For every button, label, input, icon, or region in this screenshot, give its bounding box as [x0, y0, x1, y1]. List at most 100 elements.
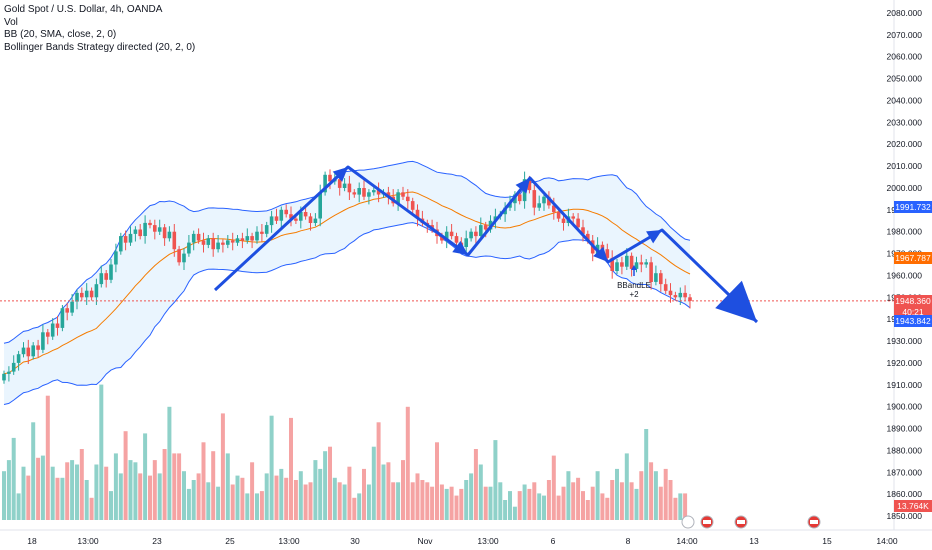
volume-bar [342, 484, 347, 520]
volume-bar [644, 429, 649, 520]
candle-body [157, 227, 162, 232]
candle-body [561, 218, 566, 223]
candle-body [269, 216, 274, 226]
price-tick-label: 2060.000 [887, 52, 923, 62]
candle-body [187, 242, 191, 254]
time-axis[interactable]: 18 13:00 23 25 13:00 30 Nov 13:00 6 8 14:00 13 15 14:… [0, 529, 932, 546]
candle-body [415, 209, 420, 219]
candle [133, 226, 138, 242]
candle-body [41, 332, 45, 350]
candle-body [46, 332, 50, 337]
volume-bar [65, 462, 70, 520]
candle-body [517, 194, 522, 202]
candle [196, 228, 201, 244]
volume-bar [337, 482, 342, 520]
volume-bar [152, 460, 157, 520]
chart-legend: Gold Spot / U.S. Dollar, 4h, OANDA Vol B… [4, 4, 195, 54]
candle [119, 232, 123, 255]
event-marker-stripe [810, 520, 818, 524]
candle-body [182, 253, 186, 263]
event-marker-stripe [737, 520, 745, 524]
candle-body [75, 292, 79, 302]
price-tick-label: 1850.000 [887, 511, 923, 521]
candle-body [483, 225, 488, 230]
candle [464, 230, 468, 255]
candle-body [556, 212, 561, 219]
candle [444, 226, 449, 249]
volume-bar [624, 453, 629, 520]
price-axis[interactable]: 1850.000 1860.000 1870.000 1880.000 1890.000… [887, 0, 923, 530]
volume-bar [478, 464, 483, 520]
volume-indicator-label[interactable]: Vol [4, 16, 18, 28]
candle [50, 318, 55, 340]
bb-lower-line [3, 222, 691, 405]
candle-body [123, 236, 128, 243]
volume-bar [186, 488, 191, 520]
volume-bar [303, 484, 308, 520]
candle [537, 195, 541, 211]
candle-body [104, 273, 108, 280]
candle-body [444, 231, 449, 241]
event-flash-icon [681, 515, 695, 529]
candle-body [133, 229, 138, 234]
volume-bar [21, 466, 26, 520]
candle-body [367, 192, 371, 197]
candle-body [634, 262, 639, 269]
volume-bar [449, 486, 454, 520]
volume-bar [255, 493, 259, 520]
candle [157, 219, 162, 235]
volume-bar [556, 495, 561, 520]
candle-body [542, 196, 546, 204]
bb-basis-tag: 1967.787 [894, 252, 932, 264]
candle [654, 265, 658, 286]
candle [80, 287, 84, 301]
volume-bar [639, 471, 644, 520]
volume-bar [128, 460, 133, 520]
candle-body [678, 292, 683, 298]
volume-bar [70, 460, 75, 520]
volume-bar [332, 477, 337, 520]
volume-bar [391, 482, 396, 520]
symbol-title[interactable]: Gold Spot / U.S. Dollar, 4h, OANDA [4, 4, 163, 15]
volume-bar [386, 462, 391, 520]
candle-body [610, 257, 614, 271]
candle-body [532, 190, 537, 208]
candle [191, 230, 196, 251]
volume-bar [75, 464, 79, 520]
volume-bar [600, 493, 605, 520]
candle [167, 226, 172, 242]
volume-bar [16, 493, 21, 520]
candle-body [206, 238, 211, 245]
candle [226, 235, 230, 249]
volume-bar [308, 482, 313, 520]
time-tick-label: 18 [27, 536, 37, 546]
candle [2, 370, 6, 384]
volume-bar [629, 482, 634, 520]
volume-bar [50, 466, 55, 520]
volume-bar [11, 437, 16, 520]
volume-bar [220, 413, 225, 520]
bb-indicator-label[interactable]: BB (20, SMA, close, 2, 0) [4, 29, 117, 40]
volume-bar [435, 442, 439, 520]
volume-bar [658, 486, 663, 520]
candle [610, 250, 614, 279]
time-tick-label: 13:00 [77, 536, 99, 546]
arrowhead-1 [332, 167, 348, 182]
volume-bar [430, 486, 435, 520]
candle [620, 256, 624, 275]
time-tick-label: 25 [225, 536, 235, 546]
strategy-label[interactable]: Bollinger Bands Strategy directed (20, 2… [4, 41, 196, 53]
volume-bar [459, 488, 464, 520]
candle-body [177, 249, 181, 263]
volume-bar [279, 468, 284, 520]
candle [41, 324, 45, 354]
candle [683, 285, 687, 301]
candle [187, 235, 191, 257]
volume-bar [376, 422, 381, 520]
time-tick-label: 6 [551, 536, 556, 546]
bb-upper-line [3, 160, 691, 344]
volume-bar [483, 486, 488, 520]
arrowhead-4 [593, 246, 608, 262]
candle [274, 208, 279, 224]
